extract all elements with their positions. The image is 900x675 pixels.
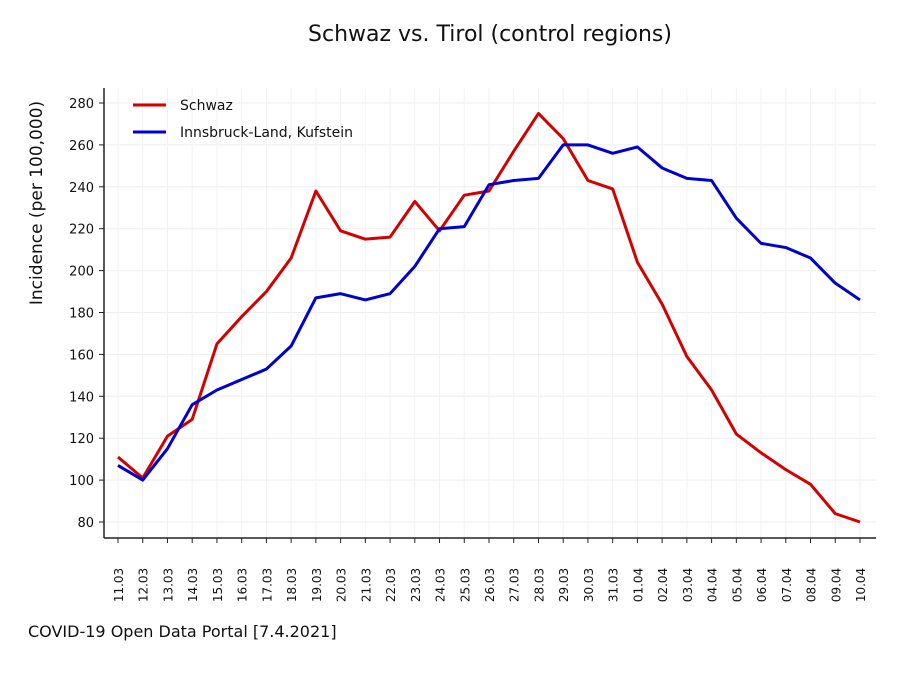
y-tick-label: 140	[69, 390, 94, 405]
x-tick-label: 28.03	[532, 568, 546, 602]
y-tick-label: 200	[69, 265, 94, 280]
x-tick-label: 01.04	[631, 568, 645, 602]
x-tick-label: 27.03	[508, 568, 522, 602]
y-tick-label: 240	[69, 181, 94, 196]
x-tick-label: 29.03	[557, 568, 571, 602]
x-tick-label: 19.03	[310, 568, 324, 602]
x-tick-label: 14.03	[186, 568, 200, 602]
x-tick-label: 02.04	[656, 568, 670, 602]
y-tick-label: 260	[69, 139, 94, 154]
x-tick-label: 23.03	[409, 568, 423, 602]
x-tick-label: 10.04	[854, 568, 868, 602]
x-tick-label: 16.03	[236, 568, 250, 602]
x-tick-label: 03.04	[681, 568, 695, 602]
x-tick-label: 09.04	[829, 568, 843, 602]
y-tick-label: 220	[69, 223, 94, 238]
y-tick-label: 160	[69, 348, 94, 363]
x-tick-label: 21.03	[359, 568, 373, 602]
x-tick-label: 26.03	[483, 568, 497, 602]
y-tick-label: 280	[69, 97, 94, 112]
y-axis-label: Incidence (per 100,000)	[27, 101, 47, 305]
x-tick-label: 15.03	[211, 568, 225, 602]
x-tick-label: 18.03	[285, 568, 299, 602]
chart-title: Schwaz vs. Tirol (control regions)	[308, 22, 672, 47]
x-tick-label: 04.04	[706, 568, 720, 602]
y-tick-label: 120	[69, 432, 94, 447]
x-tick-label: 17.03	[260, 568, 274, 602]
y-tick-label: 80	[77, 516, 94, 531]
x-tick-label: 08.04	[805, 568, 819, 602]
x-tick-label: 22.03	[384, 568, 398, 602]
x-tick-label: 25.03	[458, 568, 472, 602]
y-tick-label: 100	[69, 474, 94, 489]
legend-label: Schwaz	[180, 98, 233, 114]
x-tick-label: 24.03	[434, 568, 448, 602]
x-tick-label: 13.03	[161, 568, 175, 602]
x-tick-label: 06.04	[755, 568, 769, 602]
y-tick-label: 180	[69, 307, 94, 322]
x-tick-label: 31.03	[607, 568, 621, 602]
source-note: COVID-19 Open Data Portal [7.4.2021]	[28, 622, 337, 641]
x-tick-label: 05.04	[730, 568, 744, 602]
x-tick-label: 07.04	[780, 568, 794, 602]
legend-label: Innsbruck-Land, Kufstein	[180, 125, 353, 141]
series-line-1	[117, 143, 861, 482]
x-tick-label: 11.03	[112, 568, 126, 602]
x-tick-label: 30.03	[582, 568, 596, 602]
x-tick-label: 12.03	[137, 568, 151, 602]
series-line-0	[117, 111, 861, 524]
x-tick-label: 20.03	[335, 568, 349, 602]
